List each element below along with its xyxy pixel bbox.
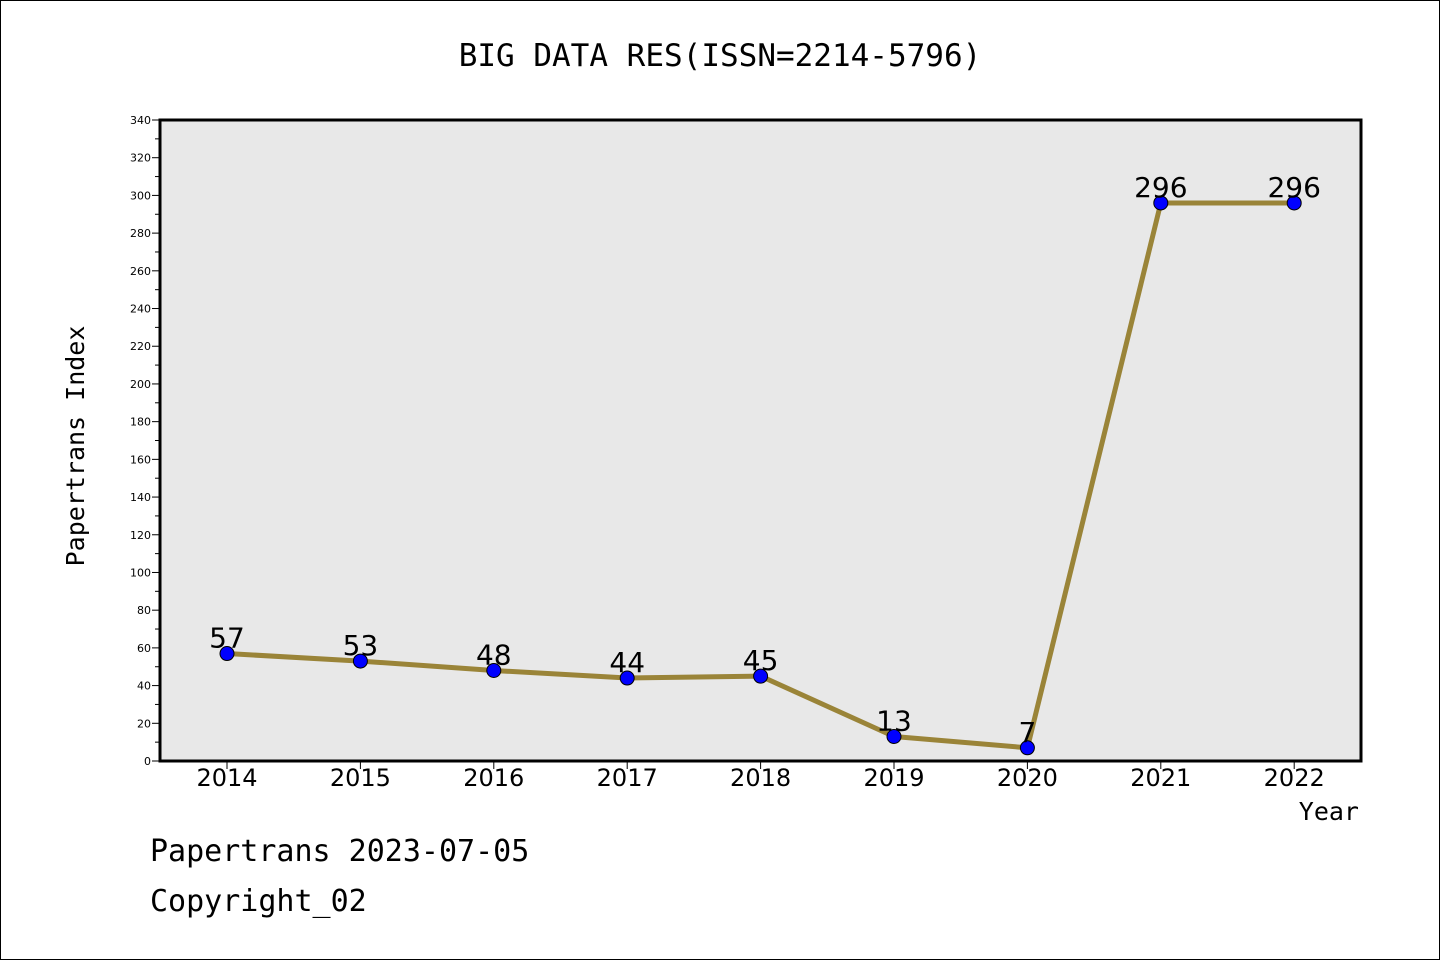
y-tick-label: 320 [130, 152, 151, 165]
chart-title: BIG DATA RES(ISSN=2214-5796) [459, 38, 982, 74]
plot-border [158, 118, 1363, 763]
y-tick-label: 140 [130, 491, 151, 504]
data-label: 48 [476, 639, 512, 672]
series: 57 53 48 44 45 13 7 296 296 [209, 171, 1321, 756]
data-label: 7 [1018, 716, 1036, 749]
data-point [753, 668, 769, 684]
y-tick-label: 220 [130, 340, 151, 353]
y-tick-label: 120 [130, 529, 151, 542]
data-label: 45 [743, 644, 779, 677]
x-tick-label: 2022 [1264, 764, 1325, 792]
y-tick-label: 80 [137, 604, 151, 617]
x-tick-label: 2020 [997, 764, 1058, 792]
x-axis-label: Year [1299, 797, 1359, 826]
y-tick-label: 340 [130, 114, 151, 127]
data-label: 53 [343, 629, 379, 662]
x-axis: 2014 2015 2016 2017 2018 2019 2020 2021 2022 [196, 761, 1325, 792]
y-tick-label: 40 [137, 680, 151, 693]
y-tick-label: 0 [144, 755, 151, 768]
y-tick-label: 60 [137, 642, 151, 655]
data-point [886, 728, 902, 744]
y-tick-label: 280 [130, 227, 151, 240]
data-point [219, 646, 235, 662]
data-point [1153, 195, 1169, 211]
x-tick-label: 2016 [463, 764, 524, 792]
data-point [1286, 195, 1302, 211]
x-tick-label: 2019 [863, 764, 924, 792]
data-label: 13 [876, 704, 912, 737]
y-tick-label: 300 [130, 189, 151, 202]
data-point [352, 653, 368, 669]
data-label: 296 [1134, 171, 1187, 204]
y-axis-label: Papertrans Index [61, 326, 90, 567]
x-tick-label: 2017 [597, 764, 658, 792]
y-tick-label: 240 [130, 303, 151, 316]
y-tick-label: 160 [130, 453, 151, 466]
footer-copyright: Copyright_02 [150, 884, 367, 919]
y-tick-label: 260 [130, 265, 151, 278]
data-point [486, 663, 502, 679]
data-point [619, 670, 635, 686]
x-tick-label: 2014 [196, 764, 257, 792]
data-label: 296 [1267, 171, 1320, 204]
x-tick-label: 2021 [1130, 764, 1191, 792]
y-tick-label: 100 [130, 566, 151, 579]
y-axis: 0 20 40 60 80 100 120 140 160 180 200 220 240 260 280 3… [130, 114, 160, 768]
y-tick-label: 180 [130, 416, 151, 429]
data-label: 57 [209, 622, 245, 655]
data-label: 44 [609, 646, 645, 679]
x-tick-label: 2015 [330, 764, 391, 792]
footer-date: Papertrans 2023-07-05 [150, 834, 530, 869]
data-point [1019, 740, 1035, 756]
x-tick-label: 2018 [730, 764, 791, 792]
y-tick-label: 20 [137, 717, 151, 730]
y-tick-label: 200 [130, 378, 151, 391]
